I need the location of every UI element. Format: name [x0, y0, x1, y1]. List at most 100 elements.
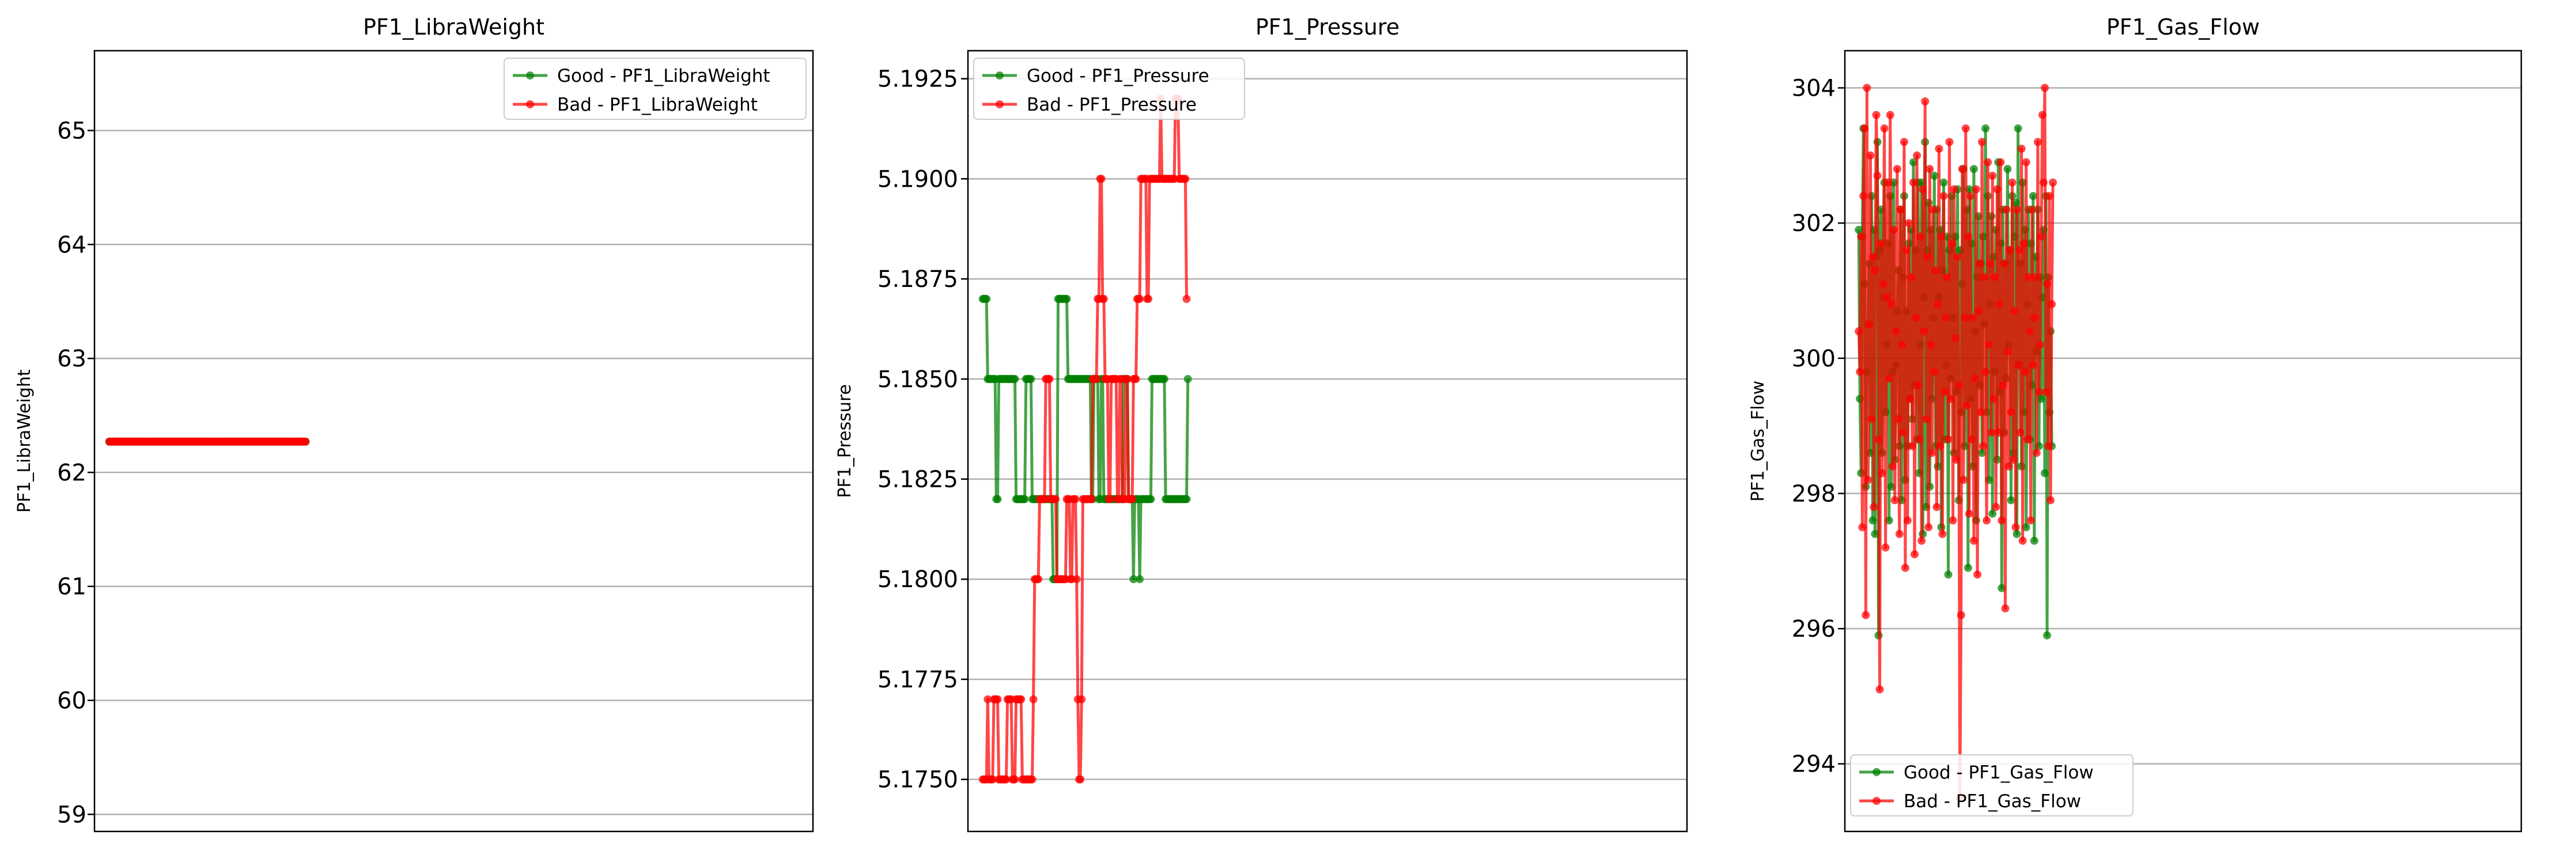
data-point [1889, 225, 1898, 234]
data-point [2049, 178, 2057, 187]
legend-label: Bad - PF1_Gas_Flow [1904, 791, 2081, 812]
data-point [1106, 495, 1114, 504]
data-point [1181, 175, 1190, 183]
data-point [1994, 428, 2003, 437]
data-point [1099, 294, 1108, 303]
data-point [1957, 611, 1965, 619]
data-point [1863, 84, 1871, 92]
data-point [1987, 428, 1996, 437]
data-point [1978, 138, 1986, 146]
data-point [2041, 469, 2049, 478]
y-tick-label: 294 [1792, 751, 1836, 778]
data-point [1958, 165, 1966, 173]
data-point [2025, 327, 2034, 335]
legend-marker [996, 100, 1004, 108]
data-point [1943, 273, 1951, 281]
data-point [1868, 252, 1877, 261]
data-point [1911, 550, 1919, 558]
chart-title: PF1_Pressure [1255, 14, 1399, 40]
data-point [982, 294, 991, 303]
series-line [1857, 86, 2055, 799]
data-point [1062, 294, 1071, 303]
data-point [2044, 442, 2052, 451]
data-point [1936, 442, 1945, 451]
legend-marker [1873, 797, 1881, 805]
data-point [1871, 266, 1879, 275]
data-point [1944, 435, 1953, 444]
data-point [1951, 334, 1960, 342]
data-point [1885, 375, 1893, 383]
y-tick-label: 62 [57, 460, 86, 486]
y-tick-label: 5.1900 [877, 166, 958, 192]
data-point [1880, 124, 1889, 133]
legend-label: Good - PF1_Gas_Flow [1904, 762, 2094, 783]
axes-frame [967, 50, 1688, 833]
data-point [1991, 273, 1999, 281]
data-point [1932, 502, 1941, 511]
data-point [1902, 246, 1911, 255]
legend-marker [526, 71, 534, 80]
data-point [1860, 124, 1869, 133]
data-point [1136, 575, 1144, 584]
data-point [1969, 165, 1978, 173]
data-point [1183, 375, 1192, 383]
y-tick-label: 5.1850 [877, 366, 958, 393]
data-point [1922, 415, 1931, 423]
data-point [1934, 300, 1942, 308]
data-point [1929, 205, 1938, 214]
legend-label: Good - PF1_Pressure [1027, 66, 1209, 86]
data-point [2003, 165, 2012, 173]
data-point [1864, 476, 1873, 484]
data-point [2002, 205, 2011, 214]
data-point [1874, 435, 1883, 444]
y-tick-label: 65 [57, 118, 86, 144]
legend-label: Good - PF1_LibraWeight [557, 66, 770, 86]
data-point [2001, 604, 2010, 612]
legend-marker [996, 71, 1004, 80]
data-point [2034, 388, 2043, 396]
data-point [2006, 246, 2014, 255]
data-point [1986, 259, 1995, 268]
data-point [2015, 246, 2023, 255]
data-point [1998, 516, 2006, 525]
data-point [1867, 415, 1876, 423]
data-point [2045, 192, 2053, 201]
data-point [1976, 259, 1984, 268]
data-point [2032, 449, 2041, 457]
data-point [1972, 185, 1980, 194]
data-point [2014, 361, 2022, 369]
data-point [1017, 695, 1026, 704]
data-point [2048, 300, 2056, 308]
series-good [978, 294, 1192, 584]
data-point [1953, 252, 1962, 261]
data-point [2013, 205, 2021, 214]
data-point [1040, 495, 1049, 504]
data-point [2033, 138, 2042, 146]
data-point [1862, 611, 1870, 619]
data-point [1857, 232, 1866, 241]
data-point [1916, 232, 1925, 241]
data-point [2043, 279, 2051, 288]
data-point [1999, 381, 2007, 390]
data-point [1855, 327, 1863, 335]
data-point [1886, 111, 1894, 119]
data-point [2027, 205, 2036, 214]
data-point [1984, 158, 1992, 167]
legend-label: Bad - PF1_Pressure [1027, 94, 1197, 115]
data-point [1952, 455, 1961, 464]
y-tick-label: 5.1875 [877, 266, 958, 293]
data-point [2042, 388, 2050, 396]
data-point [1928, 449, 1936, 457]
data-point [1913, 151, 1921, 160]
data-point [1087, 495, 1096, 504]
data-point [1882, 293, 1891, 302]
data-point [1935, 145, 1943, 153]
data-point [2030, 313, 2038, 322]
data-point [2024, 273, 2033, 281]
data-point [1160, 375, 1168, 383]
data-point [1887, 300, 1896, 308]
axes-frame [93, 50, 814, 833]
data-point [1002, 775, 1011, 784]
data-point [1969, 536, 1978, 545]
